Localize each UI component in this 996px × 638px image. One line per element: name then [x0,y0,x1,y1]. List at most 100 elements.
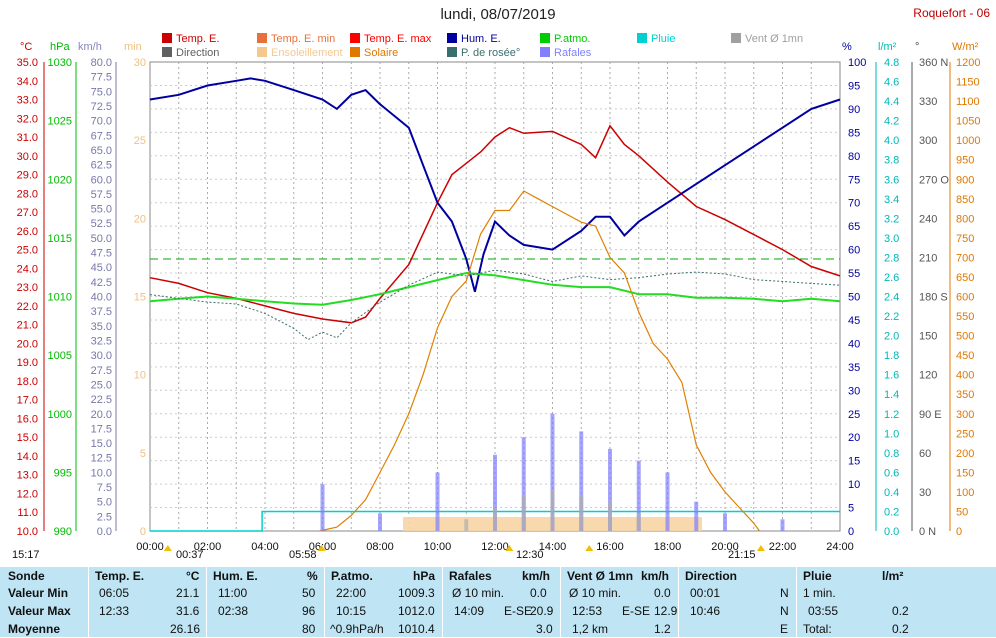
pct-tick-label: 35 [848,362,860,374]
raf-max-time: 14:09 [454,604,485,618]
temp-tick-label: 32.0 [17,113,38,125]
min-tick-label: 0 [140,526,146,538]
wm2-tick-label: 1150 [956,77,980,89]
pct-tick-label: 25 [848,409,860,421]
legend-swatch [350,33,360,43]
vent-min-value: 0.0 [654,586,671,600]
pluie-max-value: 0.2 [892,604,909,618]
summary-header-row: Sonde Temp. E. °C Hum. E. % P.atmo. hPa … [0,567,996,585]
vent-avg-value: 1.2 [654,622,671,636]
wm2-tick-label: 700 [956,252,974,264]
legend-label: Hum. E. [461,33,501,45]
summary-row-max: Valeur Max 12:33 31.6 02:38 96 10:15 101… [0,602,996,620]
raf-min-time: Ø 10 min. [452,586,505,600]
legend-label: P. de rosée° [461,47,520,59]
legend-swatch [540,47,550,57]
hpa-tick-label: 990 [54,526,72,538]
header-pluie-unit: l/m² [882,569,904,583]
wm2-tick-label: 250 [956,428,974,440]
chart-svg: Temp. E. Temp. E. min Temp. E. max Hum. E. P… [17,33,980,553]
pct-tick-label: 40 [848,338,860,350]
raf-min-value: 0.0 [530,586,547,600]
hum-avg-value: 80 [302,622,316,636]
temp-tick-label: 15.0 [17,432,38,444]
deg-tick-label: 0 N [919,526,936,538]
deg-tick-label: 270 O [919,174,949,186]
wm2-tick-label: 950 [956,155,974,167]
min-tick-label: 10 [134,370,146,382]
lm2-tick-label: 2.6 [884,272,899,284]
axis-unit-label: % [842,41,852,53]
sun-moon-times: 15:17 00:37 05:58 12:30 21:15 [0,549,996,565]
legend-swatch [350,47,360,57]
hum-min-time: 11:00 [218,586,248,600]
kmh-tick-label: 42.5 [91,277,112,289]
p-max-time: 10:15 [336,604,367,618]
header-hum: Hum. E. [213,569,258,583]
header-direction: Direction [685,569,738,583]
lm2-tick-label: 4.6 [884,77,899,89]
sunset-time: 21:15 [728,549,756,561]
wm2-tick-label: 1050 [956,116,980,128]
hpa-tick-label: 1025 [48,116,72,128]
wm2-tick-label: 150 [956,467,974,479]
lm2-tick-label: 4.2 [884,116,899,128]
legend-label: Solaire [364,47,398,59]
legend-swatch [257,47,267,57]
sunrise-time: 05:58 [289,549,317,561]
series-line-solaire [319,190,760,532]
x-tick-label: 04:00 [251,541,279,553]
hpa-tick-label: 1010 [48,292,72,304]
wm2-tick-label: 1000 [956,135,980,147]
deg-tick-label: 60 [919,448,931,460]
legend-swatch [162,33,172,43]
wm2-tick-label: 1200 [956,57,980,69]
header-sonde: Sonde [8,569,45,583]
deg-tick-label: 240 [919,213,937,225]
astro-marker [756,545,765,551]
legend-label: Vent Ø 1mn [745,33,803,45]
pluie-min-time: 1 min. [803,586,836,600]
temp-tick-label: 33.0 [17,95,38,107]
astro-marker [317,545,326,551]
pct-tick-label: 70 [848,198,860,210]
temp-tick-label: 11.0 [17,507,38,519]
header-rafales: Rafales [449,569,492,583]
lm2-tick-label: 3.2 [884,213,899,225]
lm2-tick-label: 3.8 [884,155,899,167]
row-label: Valeur Max [8,604,71,618]
pct-tick-label: 90 [848,104,860,116]
legend-swatch [447,33,457,43]
x-tick-label: 14:00 [539,541,567,553]
legend-label: Pluie [651,33,675,45]
kmh-tick-label: 5.0 [97,497,112,509]
temp-tick-label: 30.0 [17,151,38,163]
pct-tick-label: 85 [848,127,860,139]
lm2-tick-label: 4.0 [884,135,899,147]
temp-tick-label: 25.0 [17,245,38,257]
lm2-tick-label: 1.8 [884,350,899,362]
lm2-tick-label: 0.6 [884,467,899,479]
p-avg-value: 1010.4 [398,622,435,636]
min-tick-label: 20 [134,213,146,225]
pct-tick-label: 75 [848,174,860,186]
legend-swatch [447,47,457,57]
legend-label: Temp. E. [176,33,219,45]
wm2-tick-label: 100 [956,487,974,499]
lm2-tick-label: 2.8 [884,252,899,264]
wm2-tick-label: 650 [956,272,974,284]
axis-unit-label: l/m² [878,41,897,53]
axis-unit-label: hPa [50,41,70,53]
kmh-tick-label: 30.0 [91,350,112,362]
kmh-tick-label: 40.0 [91,292,112,304]
temp-avg-value: 26.16 [170,622,201,636]
wm2-tick-label: 750 [956,233,974,245]
pct-tick-label: 55 [848,268,860,280]
wm2-tick-label: 450 [956,350,974,362]
kmh-tick-label: 27.5 [91,365,112,377]
header-vent-unit: km/h [641,569,670,583]
series-line-hum-e [149,77,841,293]
x-tick-label: 02:00 [194,541,222,553]
lm2-tick-label: 1.2 [884,409,899,421]
